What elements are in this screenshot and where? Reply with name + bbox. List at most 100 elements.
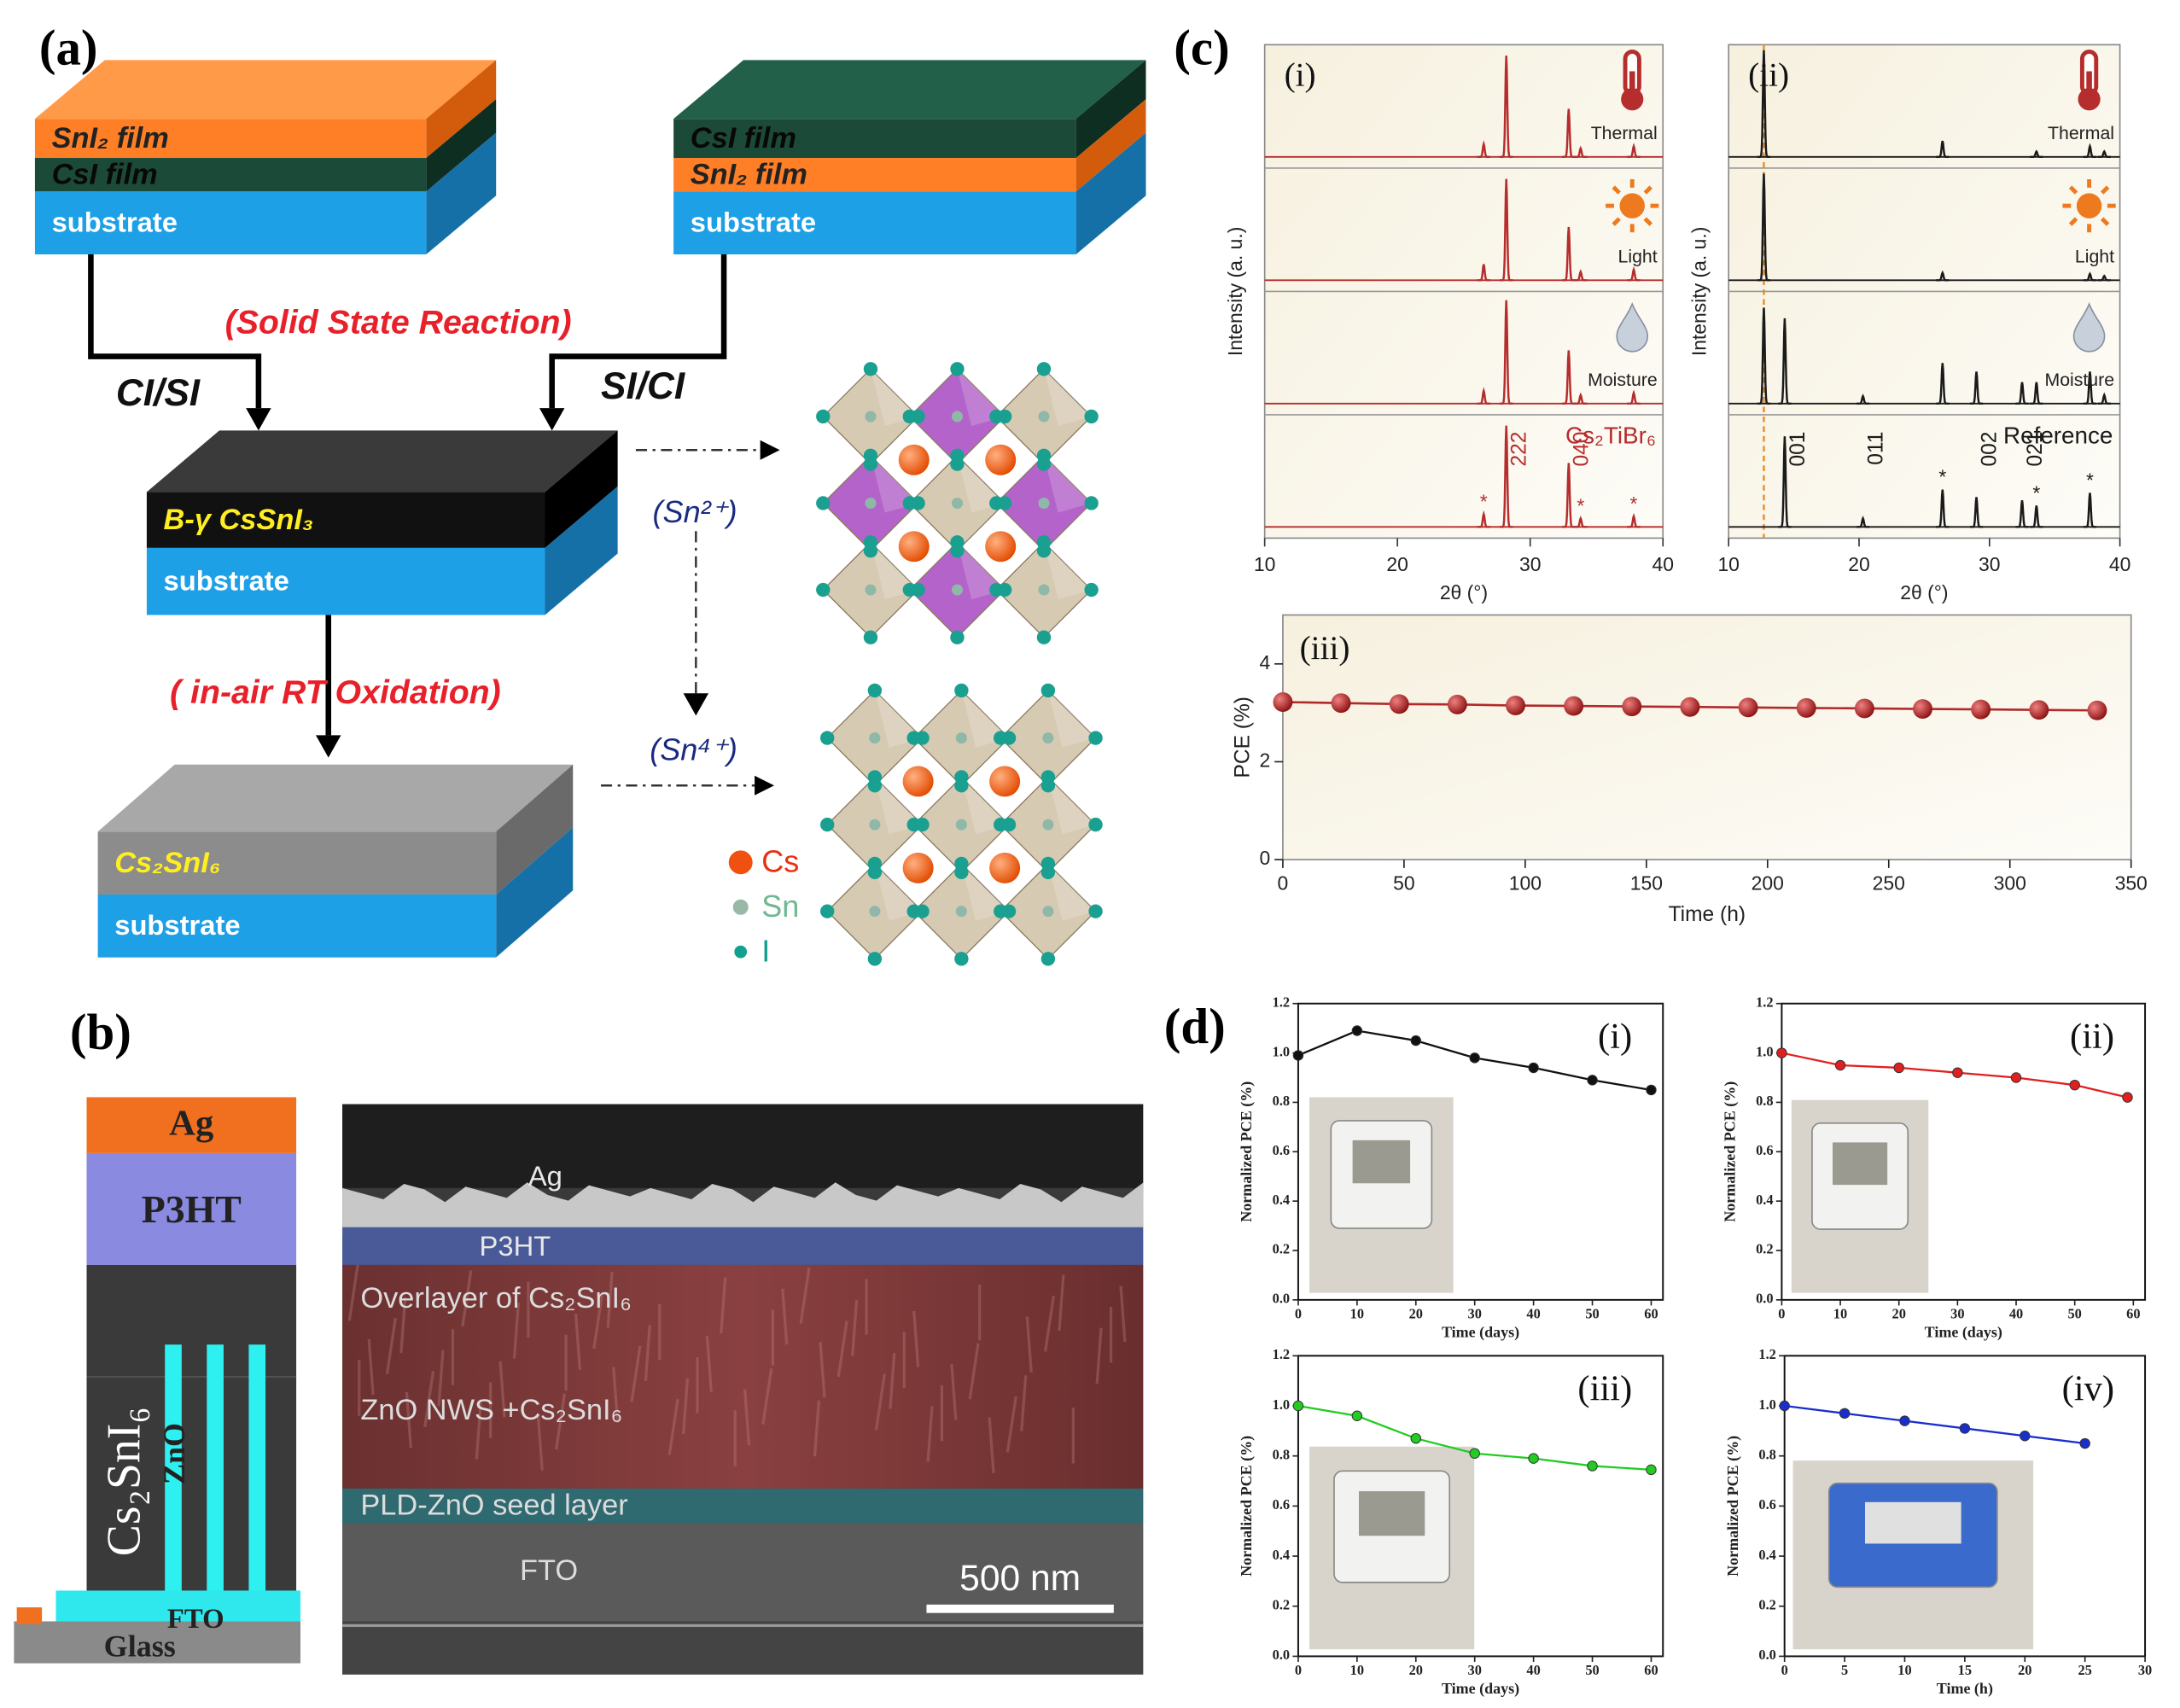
arrow-head [760,440,780,460]
arrow-head [683,693,709,716]
peak [1969,497,1984,528]
layer-label: Cs₂SnI₆ [114,847,220,879]
data-point [2079,1437,2090,1449]
data-point [1389,694,1409,714]
peak [2097,274,2111,282]
slab-layer [34,158,427,192]
i-atom [820,904,835,918]
sem-texture [968,1343,980,1400]
sem-texture [889,1352,896,1409]
i-atom [954,952,969,966]
legend-marker [727,848,755,876]
route-label: SI/CI [601,365,686,407]
slab-layer [97,894,497,958]
slab-side [426,99,497,192]
x-tick-label: 40 [1526,1306,1540,1322]
data-point [1331,693,1351,714]
y-tick-label: 0.0 [1756,1291,1773,1307]
i-atom [950,448,965,463]
sem-texture [761,1367,773,1425]
data-point [1913,699,1932,719]
y-tick-label: 1.2 [1273,1346,1290,1362]
i-atom [989,496,1004,510]
slab-layer [673,158,1076,192]
x-axis-label: 2θ (°) [1900,581,1948,603]
data-point [1351,1410,1363,1421]
sem-texture [612,1367,620,1424]
peak [1936,489,1950,528]
x-axis-label: Time (h) [1669,903,1746,926]
sem-texture [385,1317,397,1374]
y-tick-label: 0.6 [1758,1496,1775,1513]
star-label: * [1630,493,1638,515]
peak [1499,425,1513,528]
data-point [1447,694,1467,714]
x-tick-label: 250 [1873,872,1905,895]
octahedron-face [1043,369,1092,427]
data-point [1796,697,1816,718]
i-atom [954,683,969,698]
i-atom [1040,856,1056,871]
i-atom [950,535,965,550]
layer-label: substrate [114,909,240,941]
zno-rod [207,1344,224,1594]
data-point [1959,1423,1971,1434]
i-atom [863,535,878,550]
legend-label: Cs [761,843,799,878]
sem-texture [1043,1295,1056,1352]
legend-label: I [761,933,770,968]
slab-top [34,60,497,120]
x-tick-label: 25 [2078,1662,2091,1678]
thermometer-icon [2078,88,2101,111]
trace-label: Light [2075,247,2114,267]
data-point [1971,699,1991,720]
peak [1574,516,1588,528]
peak [1936,140,1950,159]
y-tick-label: 0.0 [1758,1647,1775,1663]
x-axis-label: Time (days) [1442,1680,1519,1698]
i-atom [869,819,881,831]
i-atom [867,683,883,698]
i-atom [1036,535,1052,550]
y-tick-label: 0.4 [1758,1547,1775,1563]
star-label: * [1577,494,1584,516]
x-tick-label: 20 [1409,1306,1423,1322]
x-tick-label: 0 [1778,1306,1785,1322]
slab-side [1075,60,1146,159]
sem-texture [399,1297,407,1354]
stack-label: ZnO [157,1423,191,1484]
i-atom [816,496,831,510]
peak [1499,178,1513,282]
peak-label: 222 [1508,432,1531,467]
sem-label: PLD-ZnO seed layer [360,1489,627,1521]
slab-layer [146,547,545,615]
sem-texture [1058,1274,1065,1332]
slab-layer [673,191,1076,255]
x-tick-label: 5 [1841,1662,1848,1678]
i-atom [902,496,917,510]
peak [1627,143,1641,159]
x-tick-label: 50 [1585,1662,1599,1678]
drop-icon [1616,301,1649,353]
i-atom [994,904,1008,918]
sun-icon [2100,217,2110,226]
chart-title: (ii) [2070,1017,2114,1057]
chart-title: (iii) [1577,1369,1632,1409]
thermometer-icon [2086,71,2092,96]
i-atom [863,630,878,644]
y-tick-label: 0.6 [1756,1142,1773,1158]
sem-label: P3HT [480,1230,551,1262]
sem-texture [1025,1316,1033,1373]
y-tick-label: 0.6 [1273,1142,1290,1158]
peak [1499,55,1513,159]
sem-texture [912,1310,920,1367]
plot-area [1282,614,2132,860]
y-tick-label: 0.2 [1273,1241,1290,1257]
slab-layer [34,119,427,159]
i-atom [951,497,964,510]
stack-label: P3HT [142,1187,242,1231]
thermometer-icon [1629,71,1635,96]
i-atom [951,411,964,423]
sem-label: Overlayer of Cs₂SnI₆ [360,1282,632,1315]
slab-top [97,764,574,832]
